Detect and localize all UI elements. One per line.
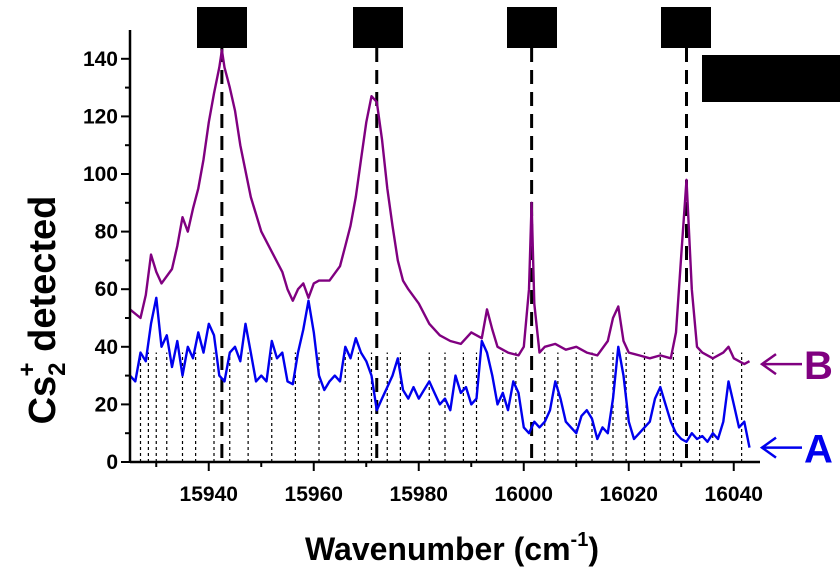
- x-axis-title-main: Wavenumber (cm: [305, 531, 571, 567]
- trace-labels: BA: [759, 344, 833, 472]
- x-ticks: 15940 15960 15980 16000 16020 16040: [155, 462, 763, 506]
- redaction-boxes: [197, 7, 840, 102]
- series-line-a: [129, 296, 751, 448]
- redaction-box: [661, 7, 711, 48]
- x-axis-title: Wavenumber (cm-1): [305, 529, 599, 567]
- dotted-guide-lines: [139, 352, 743, 462]
- y-tick-label: 80: [95, 221, 118, 244]
- redaction-box: [353, 7, 403, 48]
- y-axis-title-sup: +: [14, 362, 41, 376]
- trace-arrow-head: [759, 353, 777, 376]
- x-axis-title-tail: ): [588, 531, 599, 567]
- x-tick-label: 15940: [180, 483, 238, 506]
- x-tick-label: 16000: [495, 483, 553, 506]
- x-tick-label: 16020: [600, 483, 658, 506]
- y-axis-title-tail: detected: [22, 196, 64, 363]
- y-ticks: 0 20 40 60 80 100 120 140: [83, 48, 130, 474]
- y-axis-title-sub: 2: [44, 362, 71, 375]
- redaction-box: [197, 7, 247, 48]
- y-tick-label: 60: [95, 278, 118, 301]
- x-tick-label: 15960: [285, 483, 343, 506]
- redaction-box: [507, 7, 557, 48]
- y-tick-label: 20: [95, 393, 118, 416]
- y-tick-label: 40: [95, 336, 118, 359]
- x-axis-title-sup: -1: [571, 529, 589, 551]
- dashed-peak-lines: [220, 48, 688, 462]
- y-tick-label: 120: [83, 105, 118, 128]
- trace-label-a: A: [759, 428, 833, 472]
- series-line-b: [129, 49, 751, 366]
- axes: [128, 30, 760, 464]
- series-group: [129, 49, 751, 448]
- y-tick-label: 100: [83, 163, 118, 186]
- x-tick-label: 15980: [390, 483, 448, 506]
- y-tick-label: 0: [106, 451, 118, 474]
- trace-label-b: B: [759, 344, 833, 388]
- y-tick-label: 140: [83, 48, 118, 71]
- x-tick-label: 16040: [705, 483, 763, 506]
- trace-label-text: B: [804, 344, 833, 388]
- trace-label-text: A: [804, 428, 833, 472]
- y-axis-title: Cs2+ detected: [14, 196, 71, 425]
- redaction-box: [702, 55, 840, 102]
- trace-arrow-head: [759, 436, 777, 459]
- y-axis-title-base: Cs: [22, 376, 64, 425]
